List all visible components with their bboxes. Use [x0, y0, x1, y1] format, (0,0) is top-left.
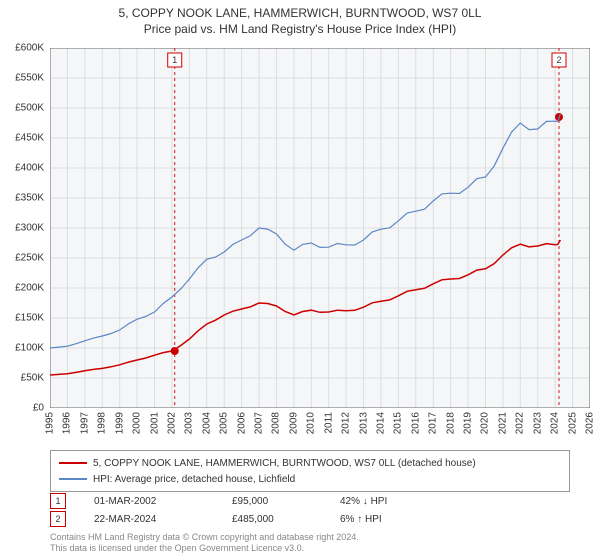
x-tick-label: 2018: [445, 412, 456, 434]
legend: 5, COPPY NOOK LANE, HAMMERWICH, BURNTWOO…: [50, 450, 570, 492]
x-tick-label: 2009: [288, 412, 299, 434]
x-tick-label: 2019: [463, 412, 474, 434]
y-tick-label: £350K: [15, 193, 44, 204]
x-tick-label: 2004: [201, 412, 212, 434]
marker-badge-icon: 2: [50, 511, 66, 527]
marker-diff: 42% ↓ HPI: [340, 496, 450, 507]
marker-diff: 6% ↑ HPI: [340, 514, 450, 525]
x-axis: 1995199619971998199920002001200220032004…: [50, 410, 590, 450]
x-tick-label: 2015: [393, 412, 404, 434]
x-tick-label: 1998: [97, 412, 108, 434]
marker-row: 2 22-MAR-2024 £485,000 6% ↑ HPI: [50, 510, 570, 528]
x-tick-label: 2024: [550, 412, 561, 434]
legend-swatch-icon: [59, 462, 87, 464]
y-axis: £0£50K£100K£150K£200K£250K£300K£350K£400…: [0, 48, 48, 408]
x-tick-label: 2022: [515, 412, 526, 434]
footer-attribution: Contains HM Land Registry data © Crown c…: [50, 532, 359, 555]
x-tick-label: 2021: [497, 412, 508, 434]
y-tick-label: £150K: [15, 313, 44, 324]
svg-text:2: 2: [556, 55, 561, 65]
x-tick-label: 2006: [236, 412, 247, 434]
footer-line: This data is licensed under the Open Gov…: [50, 543, 359, 554]
x-tick-label: 2001: [149, 412, 160, 434]
x-tick-label: 2003: [184, 412, 195, 434]
x-tick-label: 2005: [219, 412, 230, 434]
svg-text:1: 1: [172, 55, 177, 65]
marker-table: 1 01-MAR-2002 £95,000 42% ↓ HPI 2 22-MAR…: [50, 492, 570, 528]
chart-title-line1: 5, COPPY NOOK LANE, HAMMERWICH, BURNTWOO…: [0, 6, 600, 20]
y-tick-label: £50K: [21, 373, 44, 384]
footer-line: Contains HM Land Registry data © Crown c…: [50, 532, 359, 543]
legend-swatch-icon: [59, 478, 87, 480]
y-tick-label: £0: [33, 403, 44, 414]
x-tick-label: 2026: [585, 412, 596, 434]
x-tick-label: 2017: [428, 412, 439, 434]
x-tick-label: 1995: [45, 412, 56, 434]
y-tick-label: £100K: [15, 343, 44, 354]
marker-price: £95,000: [232, 496, 312, 507]
legend-item: HPI: Average price, detached house, Lich…: [59, 471, 561, 487]
y-tick-label: £500K: [15, 103, 44, 114]
x-tick-label: 2007: [254, 412, 265, 434]
x-tick-label: 1996: [62, 412, 73, 434]
marker-price: £485,000: [232, 514, 312, 525]
x-tick-label: 2013: [358, 412, 369, 434]
marker-badge-icon: 1: [50, 493, 66, 509]
y-tick-label: £450K: [15, 133, 44, 144]
x-tick-label: 2016: [410, 412, 421, 434]
x-tick-label: 2008: [271, 412, 282, 434]
chart-plot-area: 12: [50, 48, 590, 408]
marker-row: 1 01-MAR-2002 £95,000 42% ↓ HPI: [50, 492, 570, 510]
marker-date: 01-MAR-2002: [94, 496, 204, 507]
legend-label: 5, COPPY NOOK LANE, HAMMERWICH, BURNTWOO…: [93, 458, 476, 469]
y-tick-label: £400K: [15, 163, 44, 174]
x-tick-label: 2012: [341, 412, 352, 434]
x-tick-label: 2011: [323, 412, 334, 434]
x-tick-label: 2000: [132, 412, 143, 434]
x-tick-label: 2025: [567, 412, 578, 434]
y-tick-label: £550K: [15, 73, 44, 84]
y-tick-label: £600K: [15, 43, 44, 54]
x-tick-label: 2020: [480, 412, 491, 434]
marker-date: 22-MAR-2024: [94, 514, 204, 525]
y-tick-label: £300K: [15, 223, 44, 234]
x-tick-label: 1997: [79, 412, 90, 434]
x-tick-label: 2023: [532, 412, 543, 434]
x-tick-label: 2014: [375, 412, 386, 434]
x-tick-label: 1999: [114, 412, 125, 434]
x-tick-label: 2010: [306, 412, 317, 434]
y-tick-label: £200K: [15, 283, 44, 294]
legend-item: 5, COPPY NOOK LANE, HAMMERWICH, BURNTWOO…: [59, 455, 561, 471]
y-tick-label: £250K: [15, 253, 44, 264]
legend-label: HPI: Average price, detached house, Lich…: [93, 474, 295, 485]
chart-title-line2: Price paid vs. HM Land Registry's House …: [0, 22, 600, 36]
x-tick-label: 2002: [166, 412, 177, 434]
